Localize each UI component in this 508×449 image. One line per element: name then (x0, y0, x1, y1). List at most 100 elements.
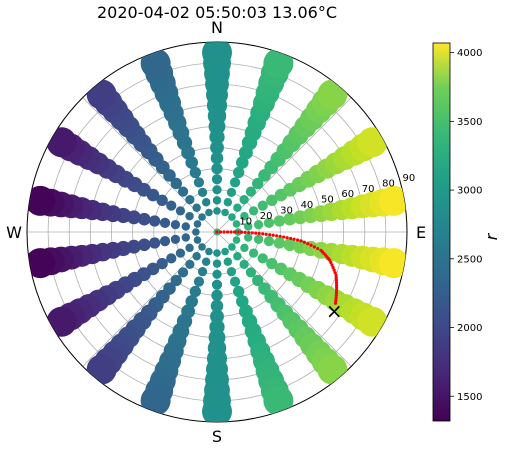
data-point (210, 140, 224, 155)
data-point (202, 396, 232, 422)
sun-path-dot (316, 246, 320, 251)
sun-path-dot (264, 232, 268, 236)
data-point (232, 236, 241, 244)
colorbar-tick-label: 4000 (457, 48, 482, 59)
sun-path-dot (334, 273, 338, 277)
data-point (240, 243, 249, 253)
data-point (357, 127, 388, 158)
sun-path-dot (285, 236, 289, 240)
data-point (170, 234, 181, 244)
data-point (233, 252, 242, 261)
sun-path-dot (334, 283, 339, 287)
data-point (223, 257, 233, 266)
data-point (253, 234, 264, 244)
data-point (212, 185, 222, 195)
colorbar-gradient (432, 42, 451, 422)
data-point (245, 267, 257, 278)
compass-north-label: N (211, 18, 223, 37)
data-point (46, 306, 77, 337)
sun-path-dot (334, 293, 338, 298)
data-point (263, 236, 275, 247)
data-point (263, 48, 294, 79)
data-point (211, 162, 223, 175)
data-point (212, 269, 222, 279)
data-point (253, 220, 264, 230)
data-point (228, 243, 236, 251)
sun-path-dot (333, 301, 338, 305)
data-point (86, 79, 117, 110)
sun-path-dot (306, 242, 310, 246)
radial-tick-label: 50 (321, 195, 334, 206)
data-point (197, 267, 208, 277)
data-point (213, 207, 221, 215)
colorbar-tick-label: 1500 (457, 392, 482, 403)
sun-path-dot (261, 232, 265, 236)
data-point (245, 186, 257, 197)
data-point (229, 177, 241, 188)
data-point (239, 195, 249, 205)
data-point (210, 299, 224, 313)
data-point (257, 200, 268, 211)
data-point (137, 212, 151, 226)
sun-path-dot (243, 230, 247, 234)
data-point (226, 267, 237, 277)
data-point (170, 274, 182, 287)
data-point (243, 233, 253, 242)
data-point (317, 79, 348, 110)
data-point (243, 222, 253, 231)
radial-tick-label: 20 (260, 211, 273, 222)
data-point (211, 279, 223, 290)
sun-path-dot (257, 231, 261, 236)
sun-path-dot (329, 260, 333, 265)
chart-title: 2020-04-02 05:50:03 13.06°C (97, 3, 337, 22)
data-point (239, 259, 249, 269)
sun-path-dot (302, 240, 306, 244)
data-point (248, 206, 259, 216)
colorbar-ticks: 1500 2000 2500 3000 3500 4000 (450, 48, 482, 403)
sun-path-dot (222, 230, 226, 234)
sun-path-dot (332, 268, 336, 272)
data-point (175, 248, 186, 258)
sun-path-dot (331, 265, 335, 270)
sun-path-dot (232, 230, 237, 234)
colorbar-tick-label: 3000 (457, 186, 482, 197)
data-point (248, 248, 259, 258)
data-point (232, 166, 245, 179)
sun-path-dot (271, 233, 275, 237)
data-point (211, 174, 223, 185)
data-point (205, 208, 213, 217)
data-point (210, 151, 224, 165)
sun-path-dot (250, 231, 254, 235)
data-point (221, 247, 229, 256)
data-point (228, 213, 236, 221)
data-point (148, 215, 161, 227)
data-point (266, 194, 278, 207)
data-point (192, 228, 200, 236)
data-point (185, 259, 195, 269)
data-point (205, 247, 213, 256)
sun-path-dot (289, 236, 293, 241)
radial-tick-label: 80 (382, 178, 395, 189)
data-point (201, 257, 211, 266)
data-point (189, 285, 202, 298)
data-point (177, 267, 189, 278)
data-point (226, 187, 237, 197)
data-point (86, 354, 117, 385)
data-point (357, 306, 388, 337)
data-point (252, 274, 264, 287)
sun-path-dot (334, 276, 338, 280)
compass-west-label: W (6, 223, 22, 242)
data-point (197, 187, 208, 197)
data-point (252, 177, 264, 190)
data-point (198, 243, 206, 251)
data-point (212, 196, 222, 205)
data-point (166, 200, 177, 211)
data-point (263, 385, 294, 416)
polar-plot: × 10 20 30 40 50 60 70 80 90 (26, 41, 415, 423)
sun-path-dot (236, 230, 240, 234)
data-point (189, 166, 202, 179)
sun-path-dot (330, 263, 334, 267)
radial-tick-labels: 10 20 30 40 50 60 70 80 90 (239, 173, 415, 228)
sun-path-dot (312, 245, 316, 249)
data-point (240, 211, 249, 221)
